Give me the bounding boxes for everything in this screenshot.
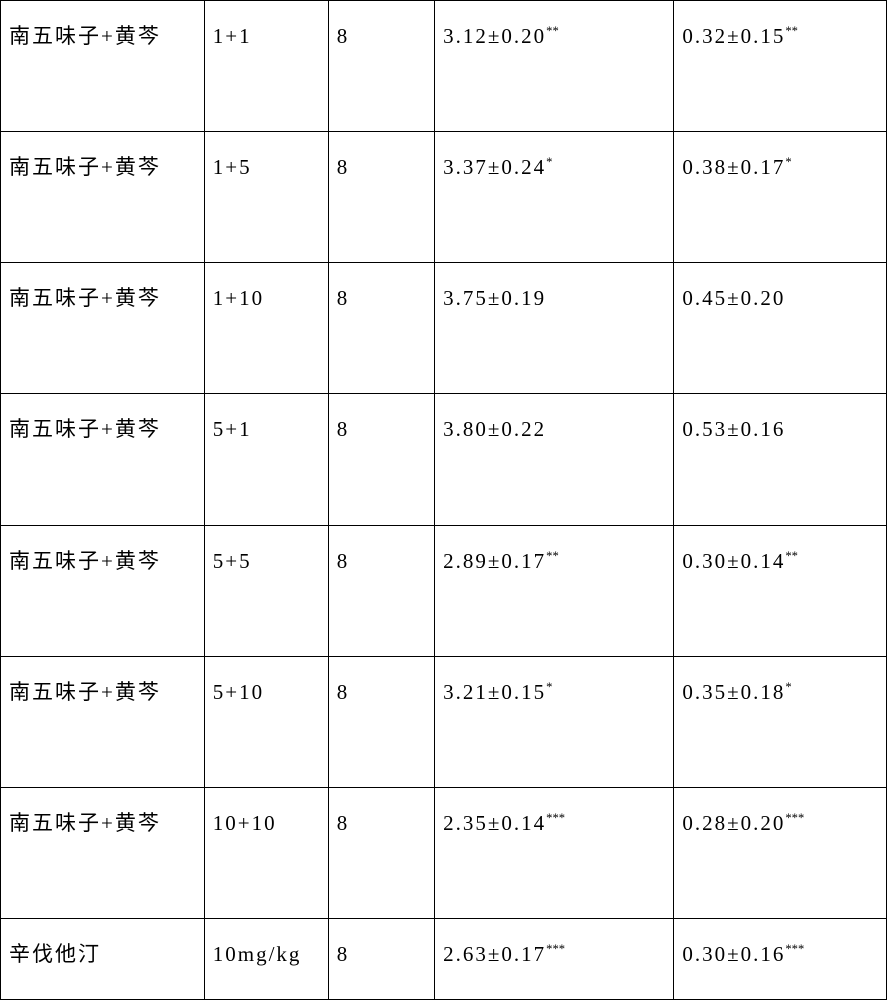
table-container: 南五味子+黄芩1+183.12±0.20**0.32±0.15**南五味子+黄芩…	[0, 0, 887, 1000]
val2-text: 0.53±0.16	[682, 417, 785, 441]
val1-significance: **	[546, 24, 559, 38]
cell-val2: 0.35±0.18*	[674, 656, 887, 787]
cell-name: 南五味子+黄芩	[1, 132, 205, 263]
val2-significance: ***	[785, 942, 804, 956]
cell-val2: 0.30±0.14**	[674, 525, 887, 656]
cell-n: 8	[328, 394, 434, 525]
cell-name: 南五味子+黄芩	[1, 394, 205, 525]
cell-val2: 0.28±0.20***	[674, 787, 887, 918]
cell-n: 8	[328, 919, 434, 1000]
data-table: 南五味子+黄芩1+183.12±0.20**0.32±0.15**南五味子+黄芩…	[0, 0, 887, 1000]
cell-val2: 0.45±0.20	[674, 263, 887, 394]
cell-dose: 5+5	[204, 525, 328, 656]
val1-text: 3.80±0.22	[443, 417, 546, 441]
val2-significance: **	[785, 549, 798, 563]
cell-name: 南五味子+黄芩	[1, 263, 205, 394]
val2-text: 0.35±0.18	[682, 680, 785, 704]
val1-text: 3.37±0.24	[443, 155, 546, 179]
val1-significance: ***	[546, 942, 565, 956]
cell-dose: 10mg/kg	[204, 919, 328, 1000]
cell-val1: 3.37±0.24*	[435, 132, 674, 263]
val1-text: 3.75±0.19	[443, 286, 546, 310]
val2-significance: *	[785, 155, 791, 169]
val2-significance: **	[785, 24, 798, 38]
cell-val1: 2.63±0.17***	[435, 919, 674, 1000]
val2-text: 0.30±0.14	[682, 549, 785, 573]
table-row: 南五味子+黄芩5+18 3.80±0.22 0.53±0.16	[1, 394, 887, 525]
cell-val1: 3.75±0.19	[435, 263, 674, 394]
table-row: 南五味子+黄芩1+183.12±0.20**0.32±0.15**	[1, 1, 887, 132]
val1-significance: ***	[546, 811, 565, 825]
cell-n: 8	[328, 787, 434, 918]
table-row: 南五味子+黄芩1+108 3.75±0.19 0.45±0.20	[1, 263, 887, 394]
cell-n: 8	[328, 132, 434, 263]
cell-val1: 3.12±0.20**	[435, 1, 674, 132]
cell-val1: 3.21±0.15*	[435, 656, 674, 787]
cell-name: 南五味子+黄芩	[1, 525, 205, 656]
table-row: 南五味子+黄芩5+582.89±0.17**0.30±0.14**	[1, 525, 887, 656]
cell-val2: 0.30±0.16***	[674, 919, 887, 1000]
cell-name: 南五味子+黄芩	[1, 656, 205, 787]
table-row: 南五味子+黄芩5+1083.21±0.15*0.35±0.18*	[1, 656, 887, 787]
cell-name: 辛伐他汀	[1, 919, 205, 1000]
val1-text: 3.12±0.20	[443, 24, 546, 48]
val1-significance: **	[546, 549, 559, 563]
val2-text: 0.28±0.20	[682, 811, 785, 835]
val2-text: 0.38±0.17	[682, 155, 785, 179]
cell-name: 南五味子+黄芩	[1, 787, 205, 918]
table-row: 南五味子+黄芩1+583.37±0.24*0.38±0.17*	[1, 132, 887, 263]
cell-val2: 0.53±0.16	[674, 394, 887, 525]
cell-val1: 3.80±0.22	[435, 394, 674, 525]
val2-text: 0.32±0.15	[682, 24, 785, 48]
val1-text: 2.35±0.14	[443, 811, 546, 835]
val1-significance: *	[546, 680, 552, 694]
val1-text: 3.21±0.15	[443, 680, 546, 704]
cell-dose: 1+5	[204, 132, 328, 263]
cell-val1: 2.35±0.14***	[435, 787, 674, 918]
val1-significance: *	[546, 155, 552, 169]
cell-dose: 5+1	[204, 394, 328, 525]
val2-significance: ***	[785, 811, 804, 825]
val2-significance: *	[785, 680, 791, 694]
cell-val1: 2.89±0.17**	[435, 525, 674, 656]
table-row: 南五味子+黄芩10+1082.35±0.14***0.28±0.20***	[1, 787, 887, 918]
cell-dose: 5+10	[204, 656, 328, 787]
cell-dose: 1+10	[204, 263, 328, 394]
cell-val2: 0.32±0.15**	[674, 1, 887, 132]
val2-text: 0.45±0.20	[682, 286, 785, 310]
cell-n: 8	[328, 1, 434, 132]
val2-text: 0.30±0.16	[682, 942, 785, 966]
cell-n: 8	[328, 263, 434, 394]
cell-name: 南五味子+黄芩	[1, 1, 205, 132]
cell-dose: 1+1	[204, 1, 328, 132]
cell-dose: 10+10	[204, 787, 328, 918]
table-row: 辛伐他汀10mg/kg82.63±0.17***0.30±0.16***	[1, 919, 887, 1000]
val1-text: 2.63±0.17	[443, 942, 546, 966]
cell-n: 8	[328, 656, 434, 787]
val1-text: 2.89±0.17	[443, 549, 546, 573]
cell-val2: 0.38±0.17*	[674, 132, 887, 263]
cell-n: 8	[328, 525, 434, 656]
